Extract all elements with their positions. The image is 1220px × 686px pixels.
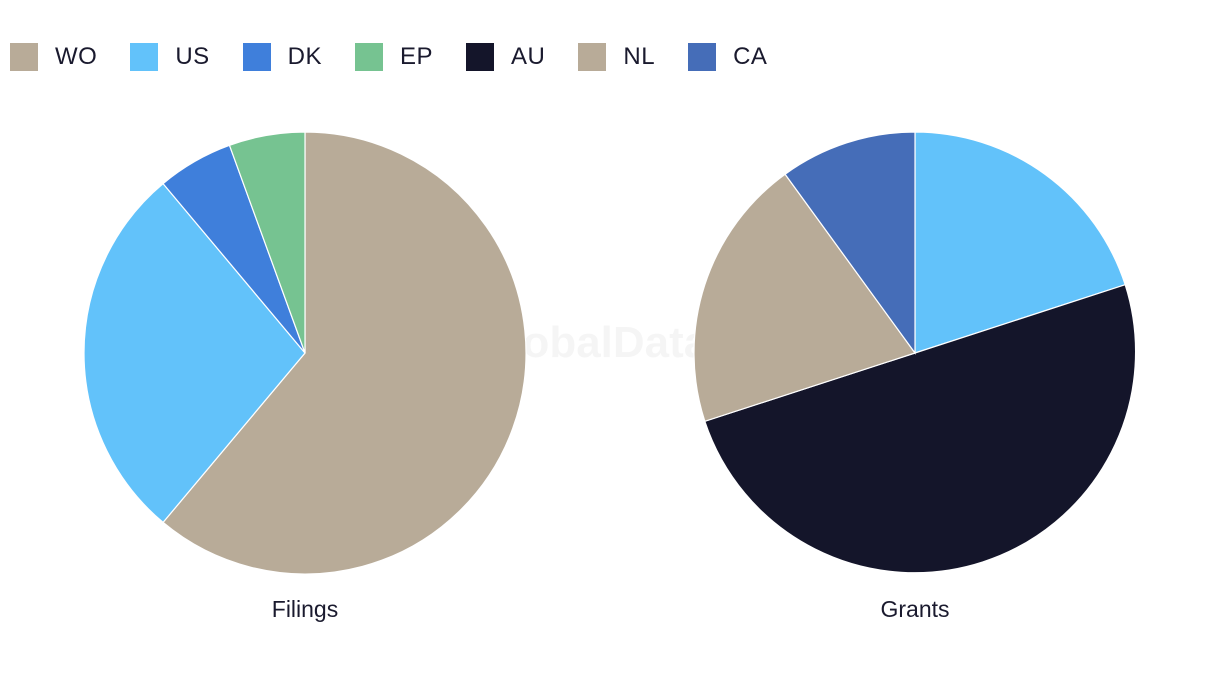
legend-swatch: [466, 43, 495, 71]
legend-swatch: [10, 43, 38, 71]
legend-item-nl: NL: [578, 43, 655, 71]
pie-slice-us: [83, 182, 306, 524]
pie-title-filings: Filings: [272, 596, 338, 622]
legend-item-ep: EP: [355, 43, 433, 71]
pie-slice-au: [704, 283, 1137, 574]
pie-grants: [693, 131, 1137, 574]
pie-slice-us: [914, 131, 1126, 354]
legend-label: WO: [55, 43, 98, 70]
legend-label: CA: [733, 43, 768, 70]
legend-label: DK: [287, 43, 323, 70]
legend-swatch: [130, 43, 159, 71]
legend-swatch: [688, 43, 717, 71]
legend-item-au: AU: [466, 43, 545, 71]
legend-label: AU: [511, 43, 546, 70]
pie-title-grants: Grants: [880, 596, 949, 622]
legend-item-wo: WO: [10, 43, 97, 71]
pie-filings: [83, 131, 527, 575]
pie-slice-ca: [784, 131, 916, 355]
legend-label: US: [175, 43, 210, 70]
legend-swatch: [242, 43, 271, 71]
legend-label: NL: [623, 43, 656, 70]
pie-slice-wo: [162, 131, 527, 575]
legend: WO US DK EP AU NL CA: [10, 42, 800, 72]
legend-label: EP: [400, 43, 434, 70]
legend-item-dk: DK: [242, 43, 323, 71]
pie-slice-ep: [228, 131, 306, 354]
pie-slice-nl: [693, 173, 916, 423]
legend-swatch: [578, 43, 607, 71]
legend-swatch: [355, 43, 384, 71]
legend-item-ca: CA: [688, 43, 767, 71]
legend-item-us: US: [130, 43, 209, 71]
